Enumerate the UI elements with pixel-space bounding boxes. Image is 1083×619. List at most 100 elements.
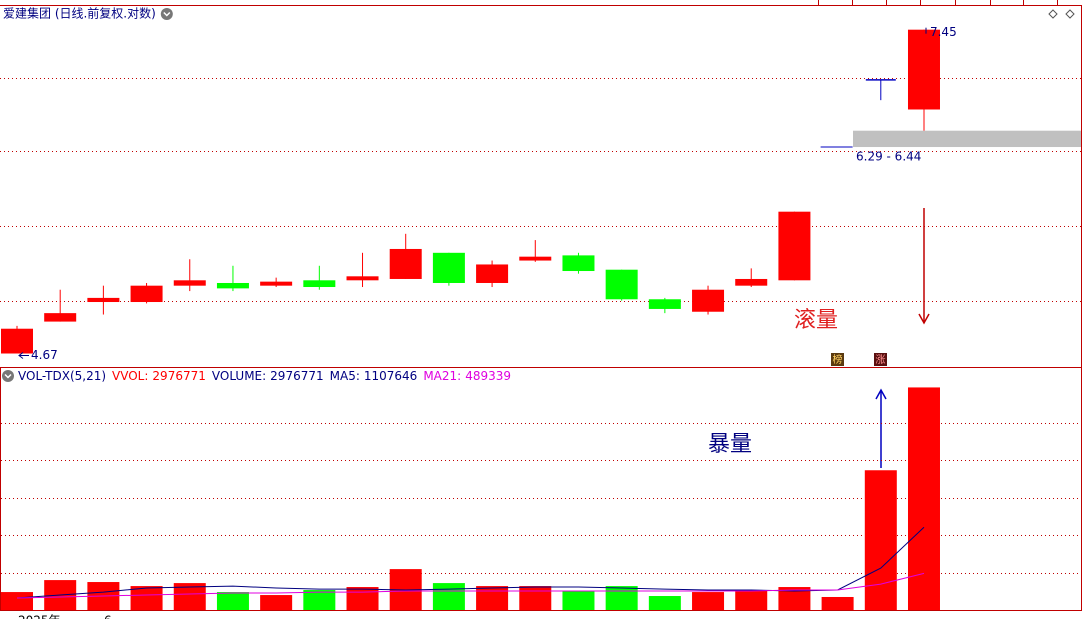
gap-band — [853, 130, 1081, 148]
annotation: 暴量 — [708, 432, 752, 457]
badge-text: 涨 — [876, 354, 886, 366]
legend-label: MA21: — [423, 369, 461, 383]
volume-frame — [0, 367, 1082, 611]
candle — [865, 79, 896, 101]
candle-body — [303, 280, 336, 288]
arrow-up — [875, 388, 887, 468]
diamond-button[interactable] — [1048, 9, 1058, 19]
volume-bar — [346, 587, 379, 610]
candle — [173, 259, 206, 292]
candle-body — [44, 313, 77, 322]
max-label: 7.45 — [930, 25, 957, 39]
candle — [1, 325, 33, 354]
volume-bar — [216, 592, 249, 610]
candle — [562, 252, 595, 274]
ma-line — [16, 572, 925, 599]
indicator-name: VOL-TDX(5,21) — [18, 369, 106, 383]
candle — [648, 297, 681, 314]
volume-bar — [907, 387, 940, 610]
label-pointer — [18, 352, 29, 359]
volume-bar — [605, 586, 638, 610]
candle-body — [778, 211, 811, 281]
volume-bar — [476, 586, 509, 610]
legend-value: 1107646 — [364, 369, 417, 383]
legend-value: 2976771 — [270, 369, 323, 383]
volume-bar — [303, 590, 336, 610]
candle-body — [605, 269, 638, 300]
candle — [907, 29, 940, 131]
volume-bar — [648, 596, 681, 610]
candle-body — [389, 248, 422, 279]
volume-bar — [130, 586, 163, 610]
candle-body — [87, 297, 120, 303]
candle — [346, 252, 379, 288]
candle-body — [260, 281, 293, 286]
volume-bar — [1, 592, 33, 610]
annotation: 滚量 — [794, 308, 838, 333]
dropdown-button[interactable] — [2, 370, 14, 382]
candle-body — [519, 256, 552, 261]
legend-value: 489339 — [465, 369, 511, 383]
legend: VOL-TDX(5,21) VVOL: 2976771 VOLUME: 2976771 M… — [18, 369, 511, 383]
chart-title: 爱建集团 (日线.前复权.对数) — [3, 6, 156, 21]
candle-body — [648, 299, 681, 309]
candle — [476, 260, 509, 288]
diamond-button[interactable] — [1065, 9, 1075, 19]
candle — [130, 282, 163, 304]
candle-body — [907, 29, 940, 110]
badge-text: 榜 — [833, 353, 843, 366]
candle — [735, 268, 768, 288]
candle — [260, 277, 293, 288]
legend-label: MA5: — [330, 369, 360, 383]
volume-bar — [864, 470, 897, 610]
dropdown-chevron[interactable] — [163, 11, 171, 17]
candle-body — [735, 278, 768, 286]
volume-bar — [519, 586, 552, 610]
dropdown-icon[interactable] — [160, 8, 173, 20]
top-ticks — [818, 0, 1058, 5]
candle — [303, 265, 336, 290]
candle — [389, 233, 422, 279]
candle — [519, 240, 552, 262]
dropdown-icon[interactable] — [2, 370, 14, 382]
legend-value: 2976771 — [152, 369, 205, 383]
candle — [216, 265, 249, 292]
candle — [692, 285, 725, 315]
arrow-head — [918, 313, 930, 325]
legend-label: VVOL: — [112, 369, 148, 383]
candle-body — [1, 328, 33, 354]
badge-box — [874, 353, 887, 366]
legend-label: VOLUME: — [212, 369, 266, 383]
badge: 榜 — [831, 353, 844, 366]
volume-bar — [692, 592, 725, 610]
volume-bar — [260, 595, 293, 610]
volume-bar — [735, 590, 768, 610]
min-label: 4.67 — [31, 348, 58, 362]
candle-body — [692, 289, 725, 312]
candle-body — [216, 282, 249, 289]
gap-label: 6.29 - 6.44 — [856, 150, 921, 164]
volume-bar — [432, 583, 465, 610]
candle — [87, 285, 120, 315]
badge-box — [831, 353, 844, 366]
candle — [605, 269, 638, 301]
candle — [778, 211, 811, 281]
dropdown-button[interactable] — [160, 8, 173, 20]
candle-body — [476, 264, 509, 283]
volume-bar — [778, 587, 811, 610]
volume-bar — [821, 596, 854, 610]
candle-body — [346, 276, 379, 281]
volume-bar — [562, 591, 595, 610]
arrow-down — [918, 208, 930, 325]
candle-body — [130, 285, 163, 303]
candle-body — [562, 255, 595, 272]
candle — [44, 289, 77, 322]
date-label: 6 — [104, 614, 112, 619]
dropdown-chevron[interactable] — [4, 373, 12, 379]
candle-body — [173, 280, 206, 286]
candle-body — [432, 252, 465, 283]
arrow-head — [875, 388, 887, 400]
date-label: 2025年 — [18, 614, 61, 619]
